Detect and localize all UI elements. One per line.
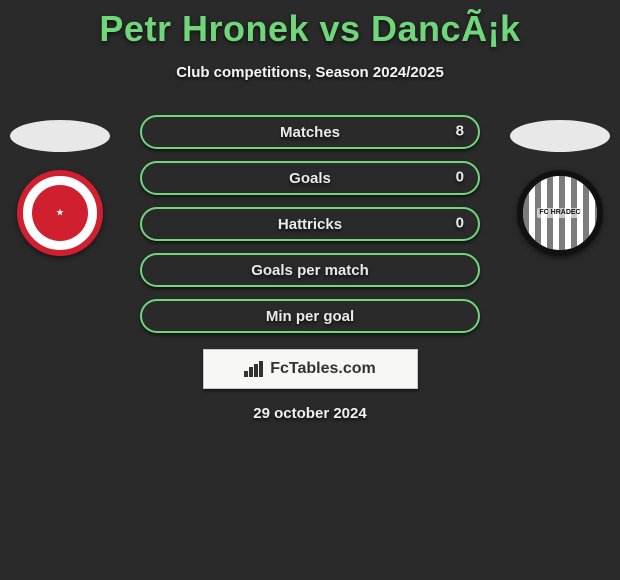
stat-label: Min per goal — [266, 308, 354, 325]
branding-text: FcTables.com — [270, 360, 376, 378]
stat-row-goals: Goals 0 — [140, 161, 480, 195]
page-title: Petr Hronek vs DancÃ¡k — [0, 0, 620, 50]
bar-chart-icon — [244, 361, 264, 377]
stat-value: 0 — [456, 215, 464, 232]
stats-list: Matches 8 Goals 0 Hattricks 0 Goals per … — [0, 115, 620, 333]
stat-value: 8 — [456, 123, 464, 140]
page-subtitle: Club competitions, Season 2024/2025 — [0, 64, 620, 81]
stat-value: 0 — [456, 169, 464, 186]
stat-row-goals-per-match: Goals per match — [140, 253, 480, 287]
stat-row-hattricks: Hattricks 0 — [140, 207, 480, 241]
stat-row-matches: Matches 8 — [140, 115, 480, 149]
branding-box[interactable]: FcTables.com — [203, 349, 418, 389]
stat-label: Goals — [289, 170, 331, 187]
stat-label: Hattricks — [278, 216, 342, 233]
comparison-card: Petr Hronek vs DancÃ¡k Club competitions… — [0, 0, 620, 580]
stat-label: Goals per match — [251, 262, 369, 279]
date-label: 29 october 2024 — [0, 405, 620, 422]
stat-row-min-per-goal: Min per goal — [140, 299, 480, 333]
stat-label: Matches — [280, 124, 340, 141]
